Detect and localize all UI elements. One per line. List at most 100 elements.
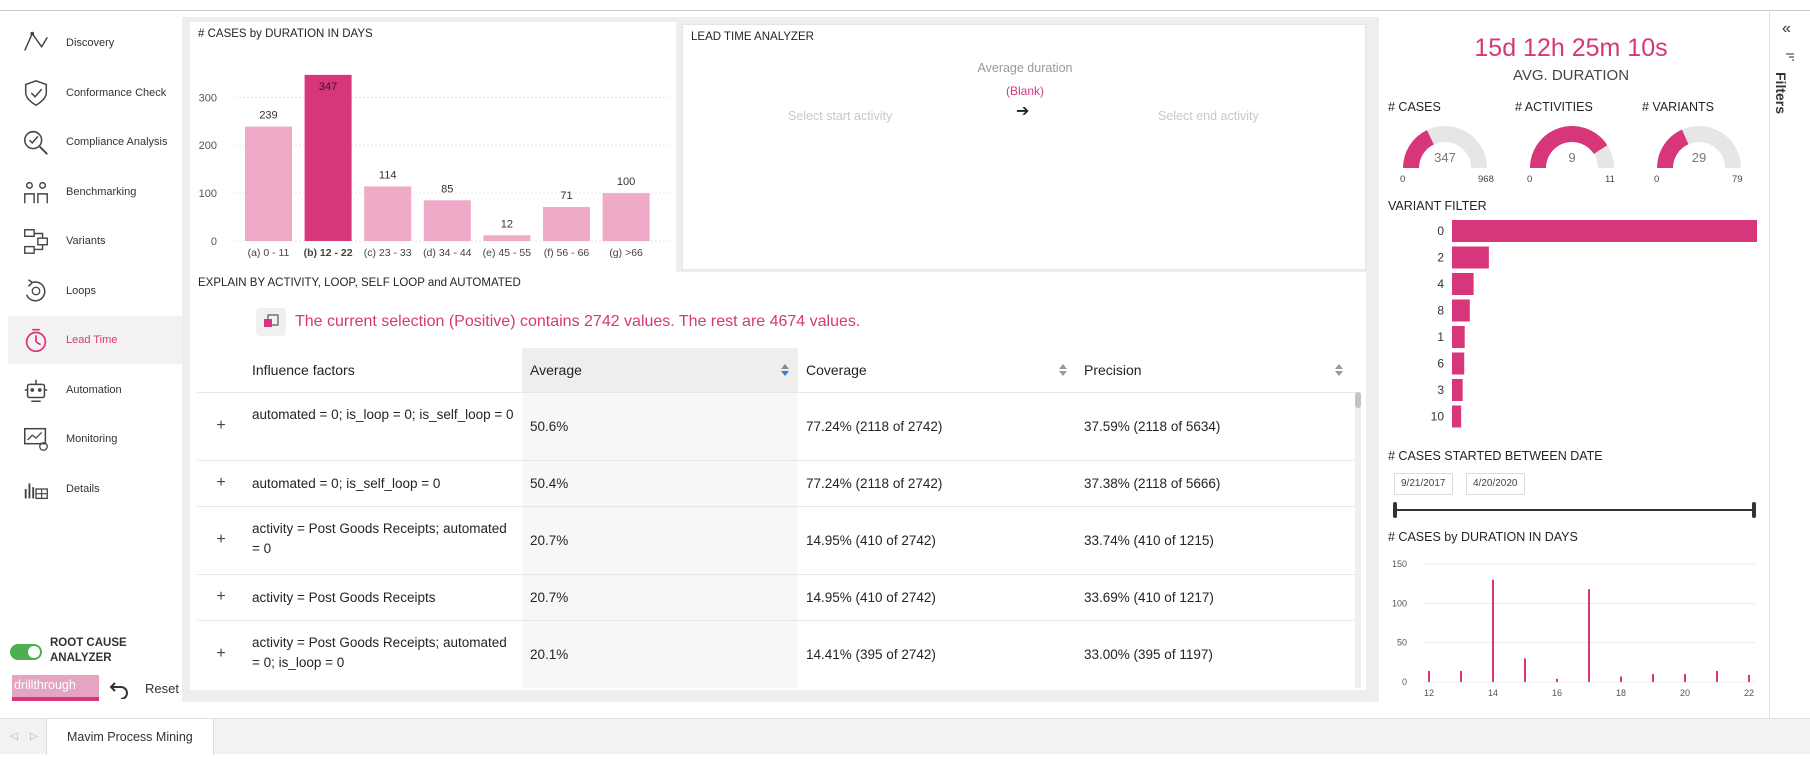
date-slider-end-handle[interactable] [1752,502,1756,518]
bar[interactable] [1588,589,1590,682]
collapse-icon[interactable]: « [1782,20,1791,37]
nav-item-benchmarking[interactable]: Benchmarking [8,168,182,216]
cell-coverage: 14.95% (410 of 2742) [806,590,936,605]
cell-precision: 37.59% (2118 of 5634) [1084,419,1221,434]
sort-icon[interactable] [1334,363,1344,377]
bar[interactable] [1652,674,1654,682]
table-row[interactable]: + activity = Post Goods Receipts 20.7% 14.9… [197,574,1358,620]
bar[interactable] [1620,676,1622,682]
bar[interactable] [602,193,650,241]
nav-item-loops[interactable]: Loops [8,267,182,315]
sort-icon[interactable] [780,363,790,377]
variant-bar[interactable] [1452,246,1489,269]
filters-label[interactable]: Filters [1773,72,1789,115]
variant-label: 2 [1437,251,1444,265]
date-slider-track[interactable] [1395,509,1753,511]
nav-item-compliance-analysis[interactable]: Compliance Analysis [8,118,182,166]
bar[interactable] [1556,678,1558,682]
bar[interactable] [1492,579,1494,682]
variant-label: 8 [1437,304,1444,318]
nav-item-conformance-check[interactable]: Conformance Check [8,69,182,117]
variant-bar[interactable] [1452,352,1465,375]
bar[interactable] [1716,670,1718,682]
x-tick-label: 12 [1424,688,1434,698]
scrollbar-thumb[interactable] [1355,392,1361,408]
expand-icon[interactable]: + [216,645,226,662]
bar[interactable] [364,186,412,241]
sort-icon[interactable] [1058,363,1068,377]
expand-icon[interactable]: + [216,474,226,491]
cell-precision: 37.38% (2118 of 5666) [1084,476,1221,491]
nav-item-automation[interactable]: Automation [8,366,182,414]
header-label: Influence factors [252,362,355,378]
variant-bar[interactable] [1452,220,1757,242]
bar[interactable] [1460,670,1462,682]
tab-next-icon[interactable]: ▷ [30,731,38,742]
nav-item-monitoring[interactable]: Monitoring [8,415,182,463]
conformance-icon [20,77,52,109]
header-influence-factors[interactable]: Influence factors [244,348,522,392]
bar[interactable] [543,207,590,241]
table-row[interactable]: + automated = 0; is_self_loop = 0 50.4% 77.… [197,460,1358,506]
variant-bar[interactable] [1452,405,1462,428]
influence-table: Influence factors Average Coverage Preci… [197,348,1358,688]
header-average[interactable]: Average [522,348,798,392]
bar-data-label: 114 [379,169,397,181]
table-row[interactable]: + activity = Post Goods Receipts; automat… [197,506,1358,574]
table-row[interactable]: + automated = 0; is_loop = 0; is_self_loo… [197,392,1358,460]
nav-item-details[interactable]: Details [8,465,182,513]
end-activity-select[interactable]: Select end activity [1158,109,1259,123]
expand-icon[interactable]: + [216,588,226,605]
variant-bar[interactable] [1452,299,1470,322]
selection-icon[interactable] [256,308,286,336]
avg-duration-value: 15d 12h 25m 10s [1474,34,1668,62]
start-activity-select[interactable]: Select start activity [788,109,893,123]
date-slider-start-handle[interactable] [1393,502,1397,518]
nav-item-variants[interactable]: Variants [8,217,182,265]
nav-item-label: Conformance Check [66,86,167,99]
root-cause-toggle[interactable] [10,644,42,660]
bar[interactable] [304,74,352,241]
nav-item-lead-time[interactable]: Lead Time [8,316,182,364]
end-date-input[interactable]: 4/20/2020 [1466,473,1525,495]
bar[interactable] [1524,658,1526,682]
variant-bar[interactable] [1452,379,1463,401]
drillthrough-button[interactable]: drillthrough [12,675,99,701]
expand-icon[interactable]: + [216,417,226,434]
bar[interactable] [1748,674,1750,682]
benchmarking-icon [20,176,52,208]
table-row[interactable]: + activity = Post Goods Receipts; automat… [197,620,1358,688]
bar[interactable] [245,126,292,241]
table-scrollbar[interactable] [1355,392,1361,688]
lead-time-analyzer: LEAD TIME ANALYZER Average duration (Bla… [682,24,1366,270]
gauge-min: 0 [1527,174,1533,185]
bar[interactable] [483,235,531,241]
undo-icon[interactable] [108,677,130,699]
x-tick-label: 20 [1680,688,1690,698]
variant-filter-chart[interactable]: 0 2 4 8 1 6 3 10 [1390,214,1760,430]
filter-icon[interactable] [1784,50,1796,62]
tab-mavim-process-mining[interactable]: Mavim Process Mining [46,719,214,755]
variant-label: 4 [1437,277,1444,291]
x-category-label: (d) 34 - 44 [423,247,472,259]
gauge-fill [1530,126,1608,168]
bar[interactable] [1428,670,1430,682]
variant-label: 3 [1437,383,1444,397]
variant-bar[interactable] [1452,273,1474,295]
expand-icon[interactable]: + [216,531,226,548]
bar[interactable] [1684,674,1686,682]
header-coverage[interactable]: Coverage [798,348,1076,392]
header-precision[interactable]: Precision [1076,348,1352,392]
start-date-input[interactable]: 9/21/2017 [1394,473,1453,495]
tab-prev-icon[interactable]: ◁ [10,731,18,742]
x-category-label: (e) 45 - 55 [483,247,532,259]
cell-coverage: 77.24% (2118 of 2742) [806,476,943,491]
cases-duration-chart: 0 100 200 300 239 (a) 0 - 11 347 (b) 12 - 22 114… [199,74,671,259]
nav-item-label: Details [66,482,100,495]
variant-bar[interactable] [1452,326,1465,348]
gauge-chart [1403,126,1487,168]
bar[interactable] [423,200,471,241]
reset-button[interactable]: Reset [145,681,179,696]
automation-icon [20,374,52,406]
nav-item-discovery[interactable]: Discovery [8,19,182,67]
